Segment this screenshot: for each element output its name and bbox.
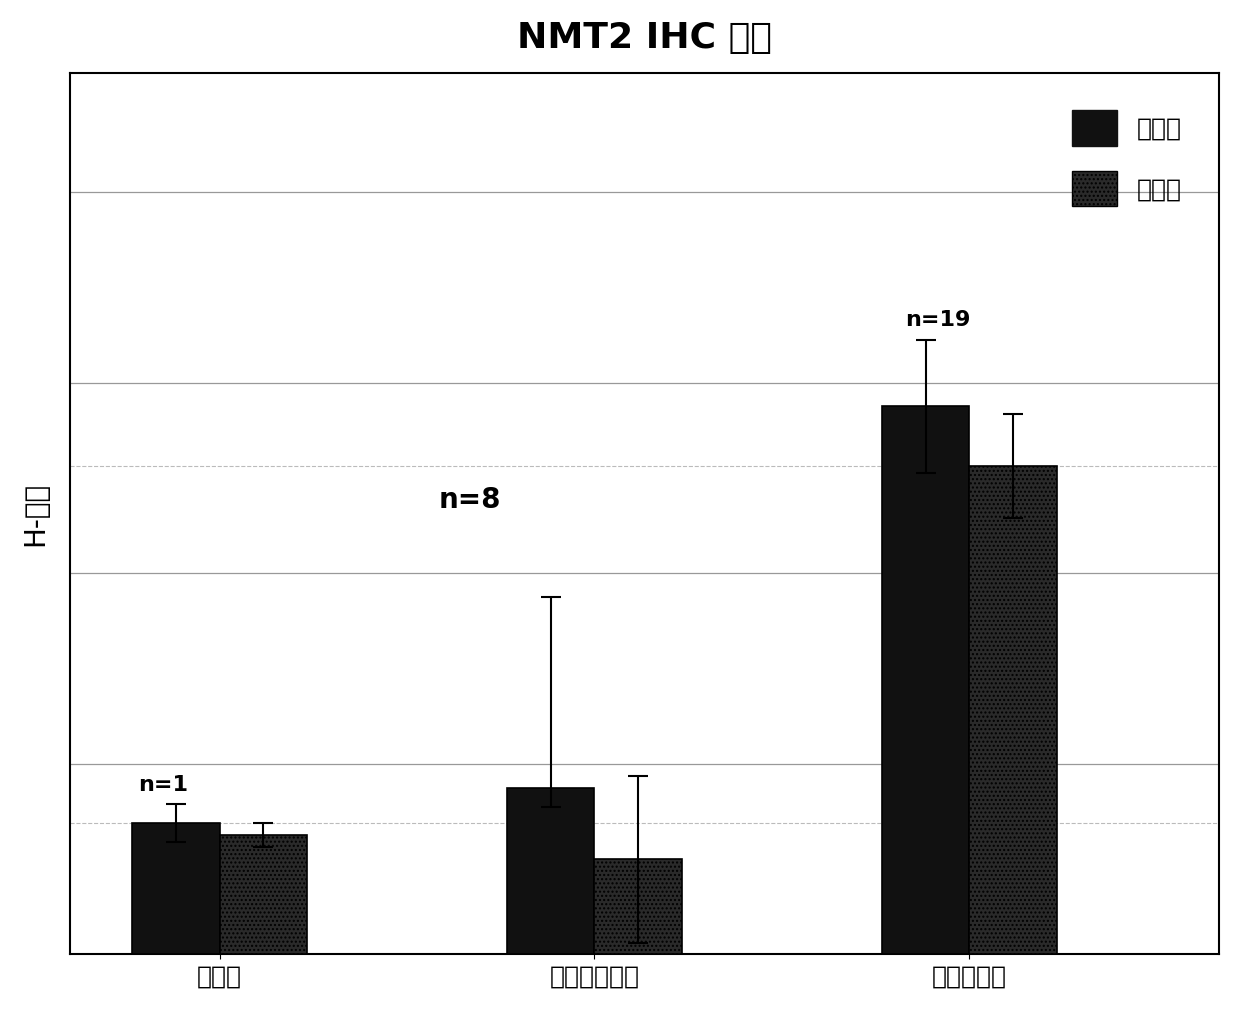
Bar bbox=[970, 466, 1056, 955]
Text: n=8: n=8 bbox=[438, 485, 501, 514]
Text: n=19: n=19 bbox=[905, 310, 971, 330]
Bar bbox=[882, 407, 970, 955]
Text: n=1: n=1 bbox=[139, 775, 188, 795]
Bar bbox=[219, 835, 308, 955]
Bar bbox=[507, 788, 594, 955]
Bar bbox=[594, 859, 682, 955]
Bar bbox=[133, 823, 219, 955]
Title: NMT2 IHC 定量: NMT2 IHC 定量 bbox=[517, 21, 771, 54]
Legend: 平均值, 中间值: 平均值, 中间值 bbox=[1047, 86, 1207, 231]
Y-axis label: H-评分: H-评分 bbox=[21, 481, 48, 546]
